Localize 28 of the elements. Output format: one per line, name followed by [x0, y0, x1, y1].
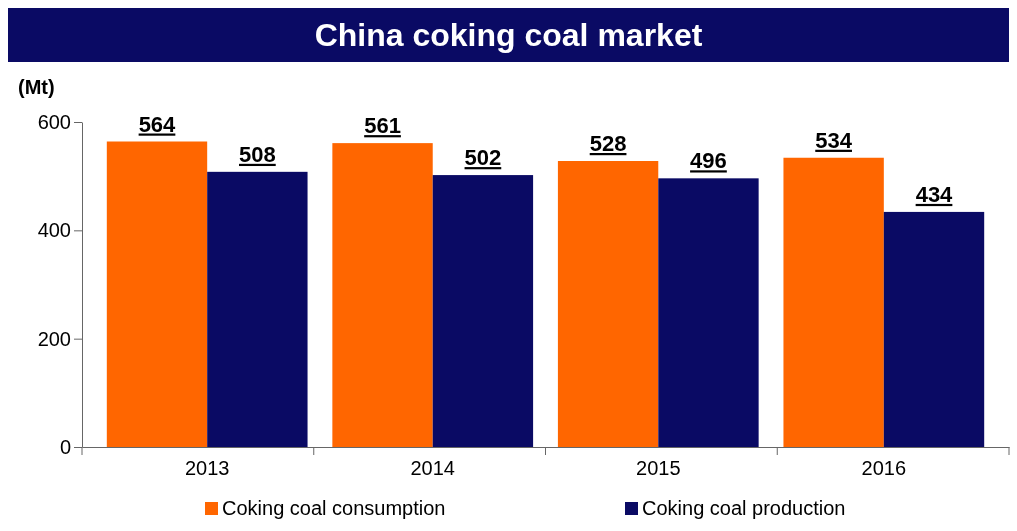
bar [332, 143, 433, 447]
x-tick-label: 2013 [184, 457, 230, 480]
data-label: 534 [815, 127, 853, 153]
bar [432, 175, 534, 447]
data-label: 508 [239, 141, 276, 167]
y-tick-label: 400 [37, 219, 71, 242]
bar [207, 171, 308, 447]
legend-label: Coking coal consumption [222, 497, 446, 519]
bar [557, 161, 659, 447]
bar [883, 211, 985, 447]
legend-label: Coking coal production [642, 497, 846, 519]
y-tick-label: 200 [37, 327, 71, 350]
x-tick-label: 2016 [861, 457, 907, 480]
x-tick-label: 2014 [410, 457, 455, 480]
bar [783, 157, 884, 447]
bar [106, 141, 208, 447]
data-label: 434 [915, 181, 954, 207]
y-tick-label: 0 [59, 435, 71, 458]
data-label: 496 [690, 148, 727, 174]
chart-title: China coking coal market [314, 17, 703, 53]
data-label: 564 [138, 111, 177, 137]
y-axis-title: (Mt) [18, 76, 55, 98]
x-tick-label: 2015 [636, 457, 681, 480]
y-tick-label: 600 [37, 110, 71, 133]
bar [658, 178, 759, 447]
data-label: 502 [464, 145, 502, 171]
data-label: 528 [589, 131, 627, 156]
data-label: 561 [364, 113, 401, 139]
